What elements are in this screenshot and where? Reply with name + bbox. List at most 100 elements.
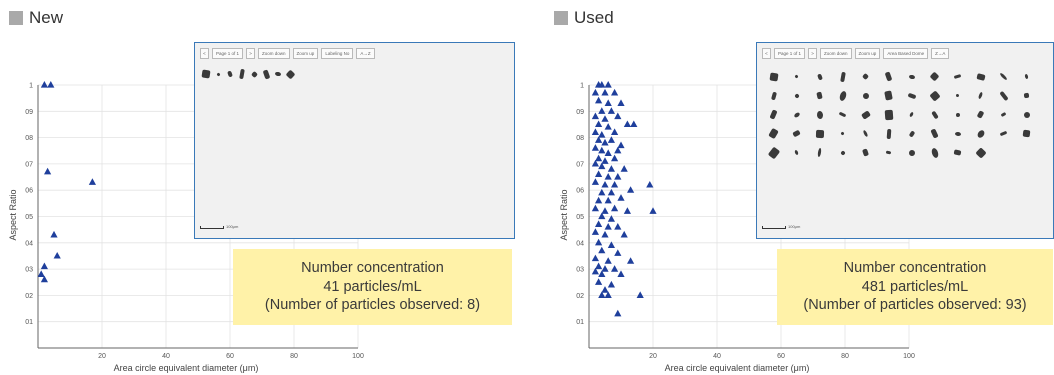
x-axis-label: Area circle equivalent diameter (μm) <box>114 363 259 373</box>
particle-thumbnail <box>274 71 282 77</box>
particle-thumbnail <box>201 69 211 79</box>
data-point-triangle <box>614 173 622 180</box>
data-point-triangle <box>627 257 635 264</box>
particle-thumbnail <box>1023 92 1030 99</box>
scale-bar-line <box>200 226 224 229</box>
particle-thumbnail <box>839 149 846 156</box>
particle-thumbnail <box>250 70 258 78</box>
x-tick-label: 40 <box>713 353 721 360</box>
particle-thumbnail <box>954 131 961 136</box>
data-point-triangle <box>595 196 603 204</box>
data-point-triangle <box>591 112 599 120</box>
particle-thumbnail <box>930 146 939 159</box>
particle-thumbnail <box>768 71 779 82</box>
particle-thumbnail <box>999 72 1008 81</box>
data-point-triangle <box>611 265 619 272</box>
y-tick-label: 06 <box>25 188 33 195</box>
panel-title: Used <box>574 8 614 27</box>
y-tick-label: 05 <box>25 214 33 221</box>
particle-thumbnail <box>999 130 1008 137</box>
data-point-triangle <box>604 223 612 230</box>
particle-thumbnail <box>884 71 893 82</box>
data-point-triangle <box>601 138 609 146</box>
data-point-triangle <box>604 173 612 180</box>
particle-thumbnail <box>1024 73 1029 80</box>
data-point-triangle <box>601 207 609 214</box>
data-point-triangle <box>591 144 599 151</box>
data-point-triangle <box>604 196 612 204</box>
data-point-triangle <box>601 286 609 293</box>
sort-button[interactable]: A→Z <box>356 48 375 59</box>
data-point-triangle <box>591 88 599 96</box>
particle-thumbnail <box>884 90 893 101</box>
particle-thumbnail <box>974 146 987 159</box>
page-indicator: Page 1 of 1 <box>212 48 244 59</box>
data-points <box>37 81 96 283</box>
next-page-button[interactable]: > <box>246 48 256 59</box>
particle-thumbnail <box>886 128 891 139</box>
data-point-triangle <box>607 241 615 249</box>
data-point-triangle <box>604 257 612 264</box>
legend-square-icon <box>554 11 568 25</box>
particle-thumbnail <box>816 72 823 81</box>
data-point-triangle <box>595 154 603 162</box>
page-indicator: Page 1 of 1 <box>774 48 806 59</box>
callout-particle-count: (Number of particles observed: 8) <box>264 297 481 314</box>
data-point-triangle <box>601 115 609 122</box>
particle-thumbnail <box>794 74 799 79</box>
particle-thumbnail <box>955 112 960 117</box>
zoom-down-button[interactable]: Zoom down <box>258 48 290 59</box>
prev-page-button[interactable]: < <box>762 48 771 59</box>
data-point-triangle <box>623 207 631 214</box>
concentration-callout: Number concentration 41 particles/mL (Nu… <box>233 249 512 325</box>
particle-image-inset: < Page 1 of 1 > Zoom down Zoom up Labeli… <box>194 42 515 239</box>
x-axis-label: Area circle equivalent diameter (μm) <box>665 363 810 373</box>
scale-bar-label: 100μm <box>226 224 239 229</box>
panel-used: Used Aspect Ratio Area circle equivalent… <box>545 0 1054 375</box>
particle-thumbnail <box>227 70 233 78</box>
data-point-triangle <box>636 291 644 298</box>
particle-thumbnail <box>955 93 960 98</box>
prev-page-button[interactable]: < <box>200 48 209 59</box>
particle-thumbnail <box>907 92 916 99</box>
data-point-triangle <box>604 99 612 107</box>
particle-thumbnail <box>262 68 270 80</box>
data-point-triangle <box>40 81 48 88</box>
scale-bar-line <box>762 226 786 229</box>
zoom-up-button[interactable]: Zoom up <box>854 48 881 59</box>
particle-thumbnail <box>861 72 870 81</box>
labeling-select[interactable]: Area Based Dome <box>883 48 929 59</box>
particle-thumbnail <box>908 73 915 80</box>
next-page-button[interactable]: > <box>808 48 818 59</box>
data-point-triangle <box>604 149 612 156</box>
particle-thumbnail <box>817 147 822 158</box>
data-point-triangle <box>591 254 599 262</box>
data-point-triangle <box>611 180 619 188</box>
panel-title: New <box>29 8 64 27</box>
particle-thumbnail <box>767 146 780 159</box>
data-point-triangle <box>646 180 654 188</box>
particle-thumbnail <box>953 149 962 156</box>
data-point-triangle <box>607 136 615 143</box>
x-tick-label: 80 <box>290 353 298 360</box>
x-tick-label: 80 <box>841 353 849 360</box>
panel-new: New Aspect Ratio Area circle equivalent … <box>8 8 515 373</box>
data-point-triangle <box>601 180 609 188</box>
sort-button[interactable]: Z→A <box>931 48 950 59</box>
particle-thumbnail <box>885 150 892 155</box>
callout-heading: Number concentration <box>843 260 987 277</box>
labeling-select[interactable]: Labeling No <box>321 48 354 59</box>
particle-thumbnail <box>1023 111 1030 118</box>
data-point-triangle <box>617 141 625 149</box>
data-point-triangle <box>617 99 625 107</box>
zoom-down-button[interactable]: Zoom down <box>820 48 852 59</box>
y-tick-label: 02 <box>576 293 584 300</box>
x-tick-label: 60 <box>226 353 234 360</box>
y-tick-label: 08 <box>576 135 584 142</box>
particle-thumbnail <box>816 91 823 100</box>
particle-thumbnail <box>975 128 986 139</box>
particle-thumbnail <box>930 128 939 139</box>
y-tick-label: 1 <box>29 83 33 90</box>
y-tick-label: 02 <box>25 293 33 300</box>
zoom-up-button[interactable]: Zoom up <box>292 48 319 59</box>
